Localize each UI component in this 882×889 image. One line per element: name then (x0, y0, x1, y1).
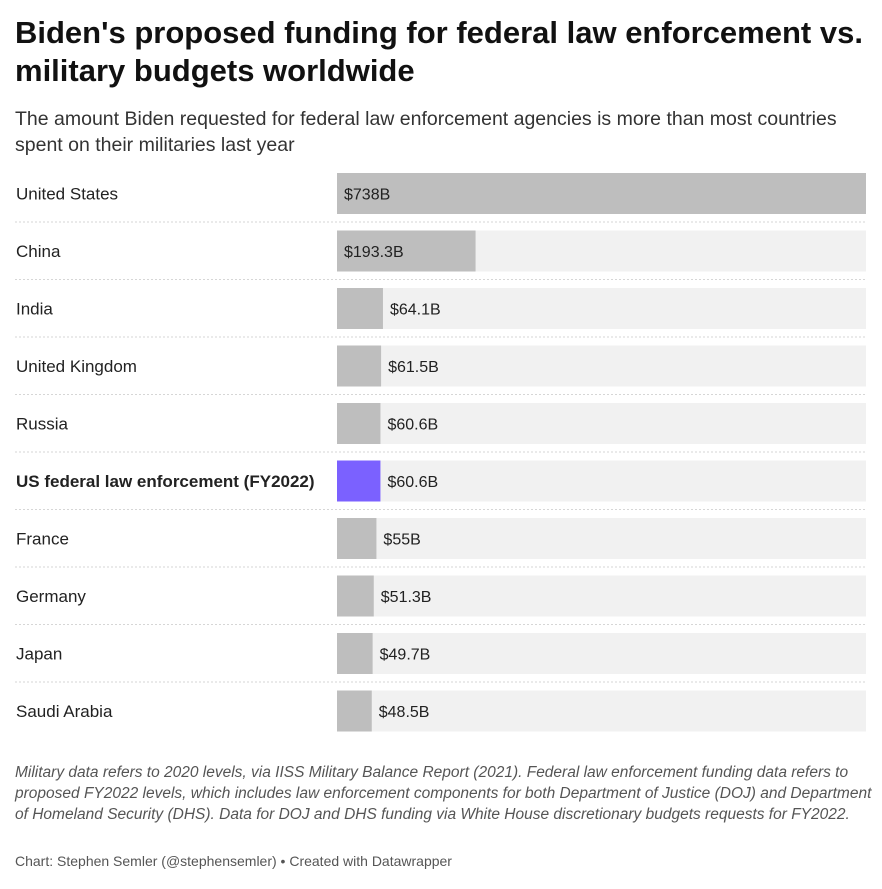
value-label: $49.7B (380, 647, 431, 664)
chart-notes: Military data refers to 2020 levels, via… (15, 764, 872, 823)
value-label: $55B (383, 532, 420, 549)
bar (337, 288, 383, 329)
category-label: United States (16, 185, 118, 204)
chart-credit: Chart: Stephen Semler (@stephensemler) •… (15, 853, 452, 869)
bar-chart: United States $738B China $193.3B India $64.1… (15, 173, 866, 732)
bar (337, 518, 377, 559)
value-label: $193.3B (344, 244, 404, 261)
bar-track (337, 575, 866, 617)
bar-track (337, 345, 866, 387)
category-label: Germany (16, 587, 86, 606)
category-label: Russia (16, 415, 69, 434)
value-label: $61.5B (388, 359, 439, 376)
value-label: $51.3B (381, 589, 432, 606)
value-label: $60.6B (387, 417, 438, 434)
category-label: India (16, 300, 53, 319)
category-label: France (16, 530, 69, 549)
bar-track (337, 460, 866, 502)
category-label: Saudi Arabia (16, 702, 113, 721)
value-label: $738B (344, 187, 390, 204)
bar-track (337, 633, 866, 674)
bar (337, 690, 372, 732)
category-label: US federal law enforcement (FY2022) (16, 472, 315, 491)
bar-track (337, 403, 866, 444)
bar (337, 575, 374, 617)
bar (337, 460, 381, 502)
category-label: United Kingdom (16, 357, 137, 376)
bar (337, 633, 373, 674)
value-label: $60.6B (387, 474, 438, 491)
category-label: Japan (16, 645, 62, 664)
value-label: $48.5B (379, 704, 430, 721)
bar-track (337, 518, 866, 559)
category-label: China (16, 242, 61, 261)
bar (337, 345, 382, 387)
bar (337, 403, 381, 444)
chart-subtitle: The amount Biden requested for federal l… (15, 108, 837, 156)
bar-track (337, 288, 866, 329)
bar-track (337, 690, 866, 732)
chart-title: Biden's proposed funding for federal law… (15, 15, 863, 88)
value-label: $64.1B (390, 302, 441, 319)
bar (337, 230, 476, 272)
bar (337, 173, 866, 214)
